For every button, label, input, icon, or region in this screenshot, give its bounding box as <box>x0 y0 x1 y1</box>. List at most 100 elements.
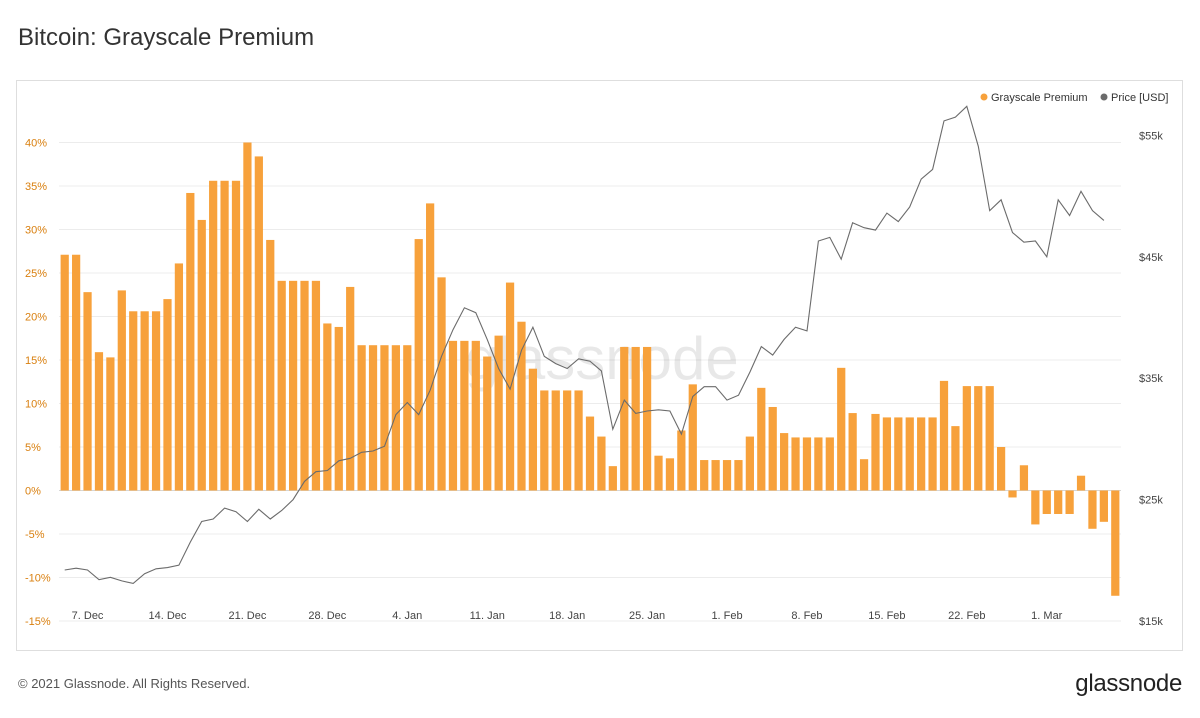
chart-panel: glassnode 40% 35% 30% 25% 20% 15% 10% 5% 0% -5% -1… <box>16 80 1183 651</box>
premium-bar <box>837 367 846 491</box>
premium-bar <box>722 460 732 491</box>
premium-bar <box>368 345 378 491</box>
bars-layer <box>60 142 1120 596</box>
premium-bar <box>471 340 480 491</box>
y-left-tick-label: 40% <box>25 138 47 150</box>
premium-bar <box>437 277 446 491</box>
premium-bar <box>563 390 572 491</box>
premium-bar <box>83 292 92 491</box>
premium-bar <box>825 437 834 491</box>
x-tick-label: 25. Jan <box>629 610 665 622</box>
premium-bar <box>1065 490 1074 514</box>
premium-bar <box>814 437 823 491</box>
premium-bar <box>254 156 263 491</box>
premium-bar <box>894 417 903 491</box>
premium-bar <box>1054 490 1063 514</box>
page-title: Bitcoin: Grayscale Premium <box>18 24 315 51</box>
premium-bar <box>403 345 412 491</box>
premium-bar <box>962 386 971 491</box>
y-left-tick-label: -5% <box>25 529 45 541</box>
premium-bar <box>928 417 937 491</box>
y-left-tick-label: 35% <box>25 181 47 193</box>
premium-bar <box>357 345 366 491</box>
premium-bar <box>1031 490 1040 525</box>
premium-bar <box>300 280 309 491</box>
premium-bar <box>311 280 321 491</box>
premium-bar <box>1008 490 1017 498</box>
y-left-tick-label: 20% <box>25 312 47 324</box>
y-left-tick-label: 10% <box>25 399 47 411</box>
premium-bar <box>665 458 675 491</box>
premium-bar <box>745 436 754 491</box>
premium-bar <box>688 384 697 491</box>
x-tick-label: 1. Mar <box>1031 610 1063 622</box>
y-right-tick-label: $45k <box>1139 252 1163 264</box>
x-tick-label: 15. Feb <box>868 610 905 622</box>
premium-bar <box>243 142 252 491</box>
premium-bar <box>72 254 81 491</box>
premium-bar <box>597 436 606 491</box>
premium-bar <box>1042 490 1051 514</box>
premium-bar <box>711 460 720 491</box>
premium-bar <box>985 386 994 491</box>
premium-bar <box>94 352 104 491</box>
premium-bar <box>1076 475 1086 491</box>
premium-bar <box>380 345 389 491</box>
x-tick-label: 7. Dec <box>72 610 104 622</box>
x-tick-label: 18. Jan <box>549 610 585 622</box>
x-tick-label: 28. Dec <box>308 610 346 622</box>
premium-bar <box>802 437 812 491</box>
x-tick-label: 22. Feb <box>948 610 985 622</box>
premium-bar <box>768 406 777 491</box>
premium-bar <box>174 263 184 491</box>
y-right-tick-label: $15k <box>1139 616 1163 628</box>
premium-bar <box>391 345 400 491</box>
y-right-tick-label: $35k <box>1139 373 1163 385</box>
premium-bar <box>780 433 789 491</box>
y-left-tick-label: 15% <box>25 355 47 367</box>
premium-bar <box>608 466 617 491</box>
y-left-tick-label: 25% <box>25 268 47 280</box>
premium-bar <box>494 335 503 491</box>
premium-bar <box>266 239 275 491</box>
price-line <box>64 105 1105 584</box>
premium-bar <box>231 180 241 491</box>
y-right-tick-label: $25k <box>1139 495 1163 507</box>
x-tick-label: 14. Dec <box>149 610 187 622</box>
premium-bar <box>1111 490 1120 596</box>
premium-bar <box>540 390 549 491</box>
premium-bar <box>757 387 766 491</box>
premium-bar <box>483 356 492 491</box>
premium-bar <box>517 321 526 491</box>
x-tick-label: 11. Jan <box>470 610 505 622</box>
premium-bar <box>414 239 423 491</box>
premium-bar <box>917 417 926 491</box>
premium-bar <box>734 460 743 491</box>
axis-layer: 40% 35% 30% 25% 20% 15% 10% 5% 0% -5% -10% -15% $55k… <box>25 130 1163 628</box>
premium-bar <box>700 460 709 491</box>
x-tick-label: 8. Feb <box>791 610 822 622</box>
premium-bar <box>129 311 138 491</box>
premium-bar <box>905 417 914 491</box>
premium-bar <box>151 311 161 491</box>
premium-bar <box>654 455 663 491</box>
premium-bar <box>460 340 469 491</box>
premium-bar <box>528 368 538 491</box>
premium-bar <box>585 416 595 491</box>
y-left-tick-label: 5% <box>25 442 41 454</box>
premium-bar <box>163 299 172 491</box>
premium-bar <box>117 290 126 491</box>
premium-bar <box>106 357 115 491</box>
premium-bar <box>209 180 218 491</box>
premium-bar <box>288 280 298 491</box>
y-right-tick-label: $55k <box>1139 130 1163 142</box>
premium-bar <box>426 203 435 491</box>
premium-bar <box>848 413 857 491</box>
legend-marker-grayscale-premium <box>980 93 988 101</box>
premium-bar <box>871 413 880 491</box>
premium-bar <box>448 340 458 491</box>
premium-bar <box>1019 465 1029 491</box>
premium-bar <box>220 180 229 491</box>
x-tick-label: 4. Jan <box>392 610 422 622</box>
premium-bar <box>277 280 286 491</box>
